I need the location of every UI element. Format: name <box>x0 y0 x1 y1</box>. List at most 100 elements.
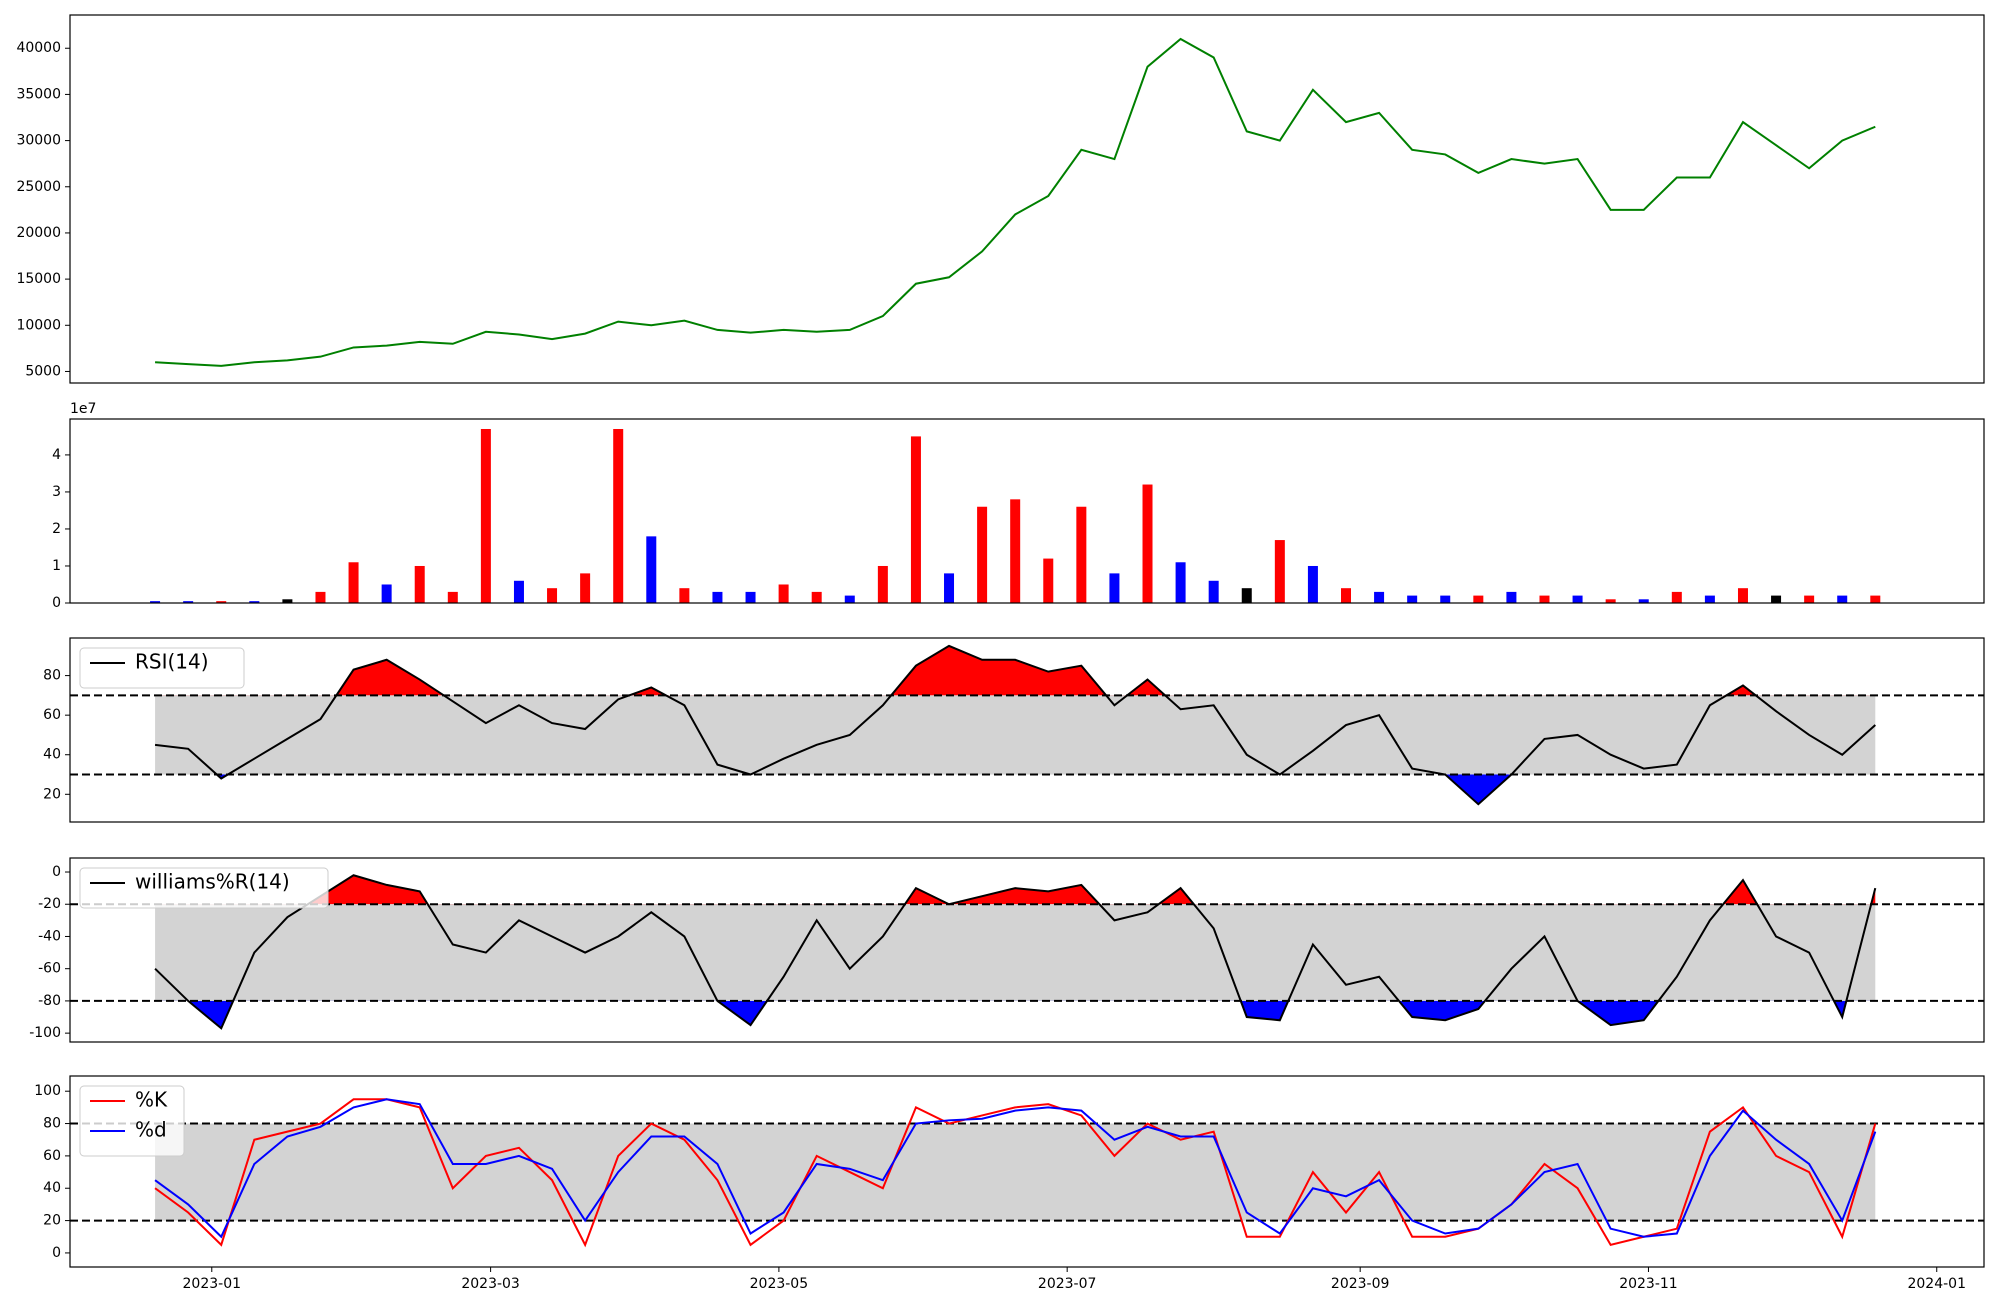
neutral-band <box>155 695 1876 775</box>
y-tick-label: 20 <box>43 786 61 802</box>
volume-bar <box>745 591 756 603</box>
volume-bar <box>712 591 723 603</box>
legend-box <box>79 1085 185 1157</box>
y-tick-label: 10000 <box>16 317 61 333</box>
volume-bar <box>414 565 425 603</box>
volume-bar <box>447 591 458 603</box>
y-tick-label: 60 <box>43 707 61 723</box>
neutral-band <box>155 1123 1876 1221</box>
volume-bar <box>1771 595 1782 603</box>
volume-bar <box>1407 595 1418 603</box>
y-tick-label: 5000 <box>25 363 61 379</box>
volume-bar <box>282 599 293 603</box>
volume-bar <box>1572 595 1583 603</box>
offset-label: 1e7 <box>70 401 96 417</box>
volume-bar <box>1605 599 1616 603</box>
volume-bar <box>315 591 326 603</box>
y-tick-label: 20 <box>43 1213 61 1229</box>
volume-bar <box>679 588 690 603</box>
volume-bar <box>1208 580 1219 603</box>
axes-frame <box>69 1075 1985 1268</box>
legend-box <box>79 867 329 909</box>
legend-box <box>79 647 245 689</box>
panel: 0 20 40 60 80 100 %K %d 2023-01 2023-03 2023-05 202… <box>34 1075 1985 1292</box>
y-tick-label: 40000 <box>16 40 61 56</box>
x-tick-label: 2023-03 <box>461 1276 520 1292</box>
y-tick-label: 1 <box>52 558 61 574</box>
volume-bar <box>183 601 194 603</box>
volume-bar <box>1671 591 1682 603</box>
volume-bar <box>977 506 988 603</box>
axes-frame <box>69 418 1985 604</box>
y-tick-label: 100 <box>34 1083 61 1099</box>
volume-bar <box>1638 599 1649 603</box>
y-tick-label: 40 <box>43 747 61 763</box>
oversold-fill <box>155 1000 1876 1029</box>
x-tick-label: 2023-05 <box>750 1276 809 1292</box>
indicator-line <box>154 644 1876 806</box>
volume-bar <box>1142 484 1153 603</box>
volume-bar <box>1274 540 1285 603</box>
volume-bar <box>547 588 558 603</box>
volume-bar <box>1440 595 1451 603</box>
y-tick-label: 80 <box>43 668 61 684</box>
legend: RSI(14) <box>79 647 245 689</box>
overbought-fill <box>307 875 1876 905</box>
axes-frame <box>69 857 1985 1043</box>
y-tick-label: 20000 <box>16 225 61 241</box>
volume-bar <box>1837 595 1848 603</box>
indicator-line <box>154 1098 1877 1248</box>
volume-bar <box>1473 595 1484 603</box>
volume-bar <box>580 573 591 603</box>
y-tick-label: 4 <box>52 447 61 463</box>
volume-bar <box>1506 591 1517 603</box>
volume-bar <box>513 580 524 603</box>
panel: 5000 10000 15000 20000 25000 30000 35000 40000 <box>16 14 1985 384</box>
panel: -100 -80 -60 -40 -20 0 williams%R(14) <box>29 857 1985 1043</box>
volume-bar <box>1010 499 1021 603</box>
y-tick-label: 0 <box>52 1245 61 1261</box>
volume-bar <box>1341 588 1351 603</box>
volume-bar <box>944 573 955 603</box>
volume-bar <box>1704 595 1715 603</box>
volume-bar <box>1737 588 1748 603</box>
axes-frame <box>69 637 1985 823</box>
y-tick-label: 0 <box>52 595 61 611</box>
y-tick-label: 40 <box>43 1180 61 1196</box>
indicator-line <box>154 874 1877 1030</box>
volume-bar <box>1043 558 1054 603</box>
y-tick-label: 25000 <box>16 179 61 195</box>
y-tick-label: 3 <box>52 484 61 500</box>
x-tick-label: 2023-09 <box>1331 1276 1390 1292</box>
x-tick-label: 2024-01 <box>1907 1276 1966 1292</box>
legend: %K %d <box>79 1085 185 1157</box>
volume-bar <box>910 436 921 603</box>
y-tick-label: 2 <box>52 521 61 537</box>
volume-bar <box>249 601 260 603</box>
y-tick-label: -80 <box>38 993 61 1009</box>
x-tick-label: 2023-07 <box>1038 1276 1097 1292</box>
volume-bar <box>348 562 359 603</box>
volume-bar <box>1109 573 1120 603</box>
volume-bar <box>150 601 161 603</box>
legend-label: williams%R(14) <box>135 870 290 894</box>
volume-bar <box>1307 565 1318 603</box>
panel: 0 1 2 3 4 1e7 <box>52 401 1985 611</box>
volume-bar <box>613 428 624 603</box>
y-tick-label: 15000 <box>16 271 61 287</box>
volume-bar <box>877 565 888 603</box>
y-tick-label: -40 <box>38 928 61 944</box>
x-tick-label: 2023-11 <box>1619 1276 1678 1292</box>
overbought-fill <box>155 645 1876 696</box>
x-tick-label: 2023-01 <box>183 1276 242 1292</box>
y-tick-label: 0 <box>52 864 61 880</box>
indicator-line <box>154 1098 1877 1239</box>
price-line <box>155 37 1876 367</box>
y-tick-label: 35000 <box>16 86 61 102</box>
volume-bar <box>1804 595 1815 603</box>
legend-label: %K <box>135 1088 168 1112</box>
volume-bar <box>480 428 491 603</box>
volume-bar <box>778 584 789 603</box>
volume-bar <box>844 595 855 603</box>
